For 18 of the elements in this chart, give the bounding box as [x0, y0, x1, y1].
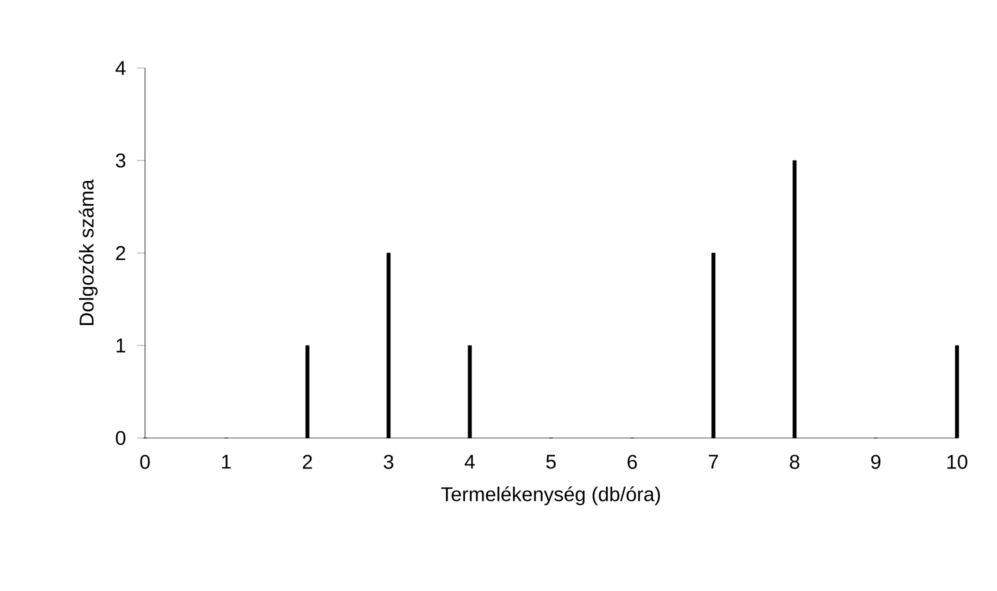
y-tick-label: 1	[116, 338, 126, 352]
x-tick-label: 3	[384, 454, 394, 469]
x-tick-label: 2	[302, 454, 312, 469]
x-tick-label: 9	[871, 454, 880, 469]
x-axis-title: Termelékenység (db/óra)	[441, 486, 660, 506]
y-tick-label: 4	[116, 61, 126, 75]
x-tick-label: 5	[546, 454, 556, 469]
x-tick-label: 7	[708, 454, 718, 469]
x-tick-label: 4	[464, 454, 475, 469]
x-tick-label: 10	[947, 454, 968, 469]
x-tick-label: 6	[628, 454, 637, 469]
y-tick-label: 0	[116, 430, 126, 446]
y-tick-label: 3	[116, 153, 126, 168]
y-axis-title: Dolgozók száma	[78, 179, 98, 325]
x-tick-label: 0	[140, 454, 150, 469]
x-tick-label: 8	[790, 454, 800, 469]
x-tick-label: 1	[222, 454, 231, 469]
y-tick-label: 2	[116, 246, 126, 260]
